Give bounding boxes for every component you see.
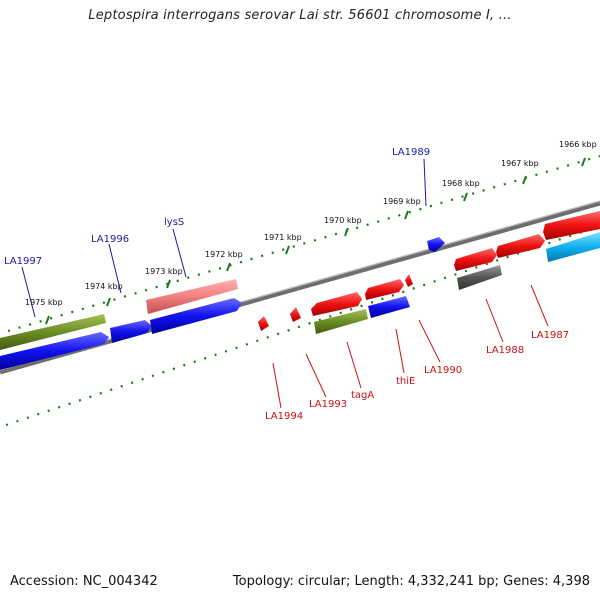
gene-blue-la1996: [110, 320, 152, 343]
gene-grey-la1988: [457, 265, 502, 290]
gene-blue-1973: [150, 298, 242, 334]
gene-red-thie: [365, 279, 404, 300]
gene-label-thie[interactable]: thiE: [396, 376, 415, 387]
scale-label-1974: 1974 kbp: [85, 282, 123, 291]
gene-blue-la1997: [0, 332, 109, 370]
gene-label-la1990[interactable]: LA1990: [424, 365, 462, 376]
scale-label-1971: 1971 kbp: [264, 233, 302, 242]
gene-red-la1994: [258, 316, 269, 331]
gene-red-la1987: [496, 234, 545, 258]
topology-info-text: Topology: circular; Length: 4,332,241 bp…: [232, 574, 590, 589]
gene-red-small-thie: [405, 274, 413, 287]
gene-red-tagA: [311, 292, 362, 316]
gene-red-right: [543, 211, 600, 240]
label-leaders: [21, 158, 549, 409]
accession-text: Accession: NC_004342: [10, 574, 158, 589]
scale-label-1970: 1970 kbp: [324, 216, 362, 225]
gene-green-left: [0, 314, 106, 350]
gene-label-la1994[interactable]: LA1994: [265, 411, 303, 422]
scale-label-1973: 1973 kbp: [145, 267, 183, 276]
gene-label-la1996[interactable]: LA1996: [91, 234, 129, 245]
gene-red-la1993: [290, 307, 301, 322]
map-title: Leptospira interrogans serovar Lai str. …: [88, 8, 512, 23]
gene-label-la1997[interactable]: LA1997: [4, 256, 42, 267]
gene-label-taga[interactable]: tagA: [351, 390, 374, 401]
gene-cyan-right: [546, 232, 600, 262]
scale-label-1972: 1972 kbp: [205, 250, 243, 259]
gene-salmon-lyss: [146, 279, 238, 314]
gene-features: [0, 211, 600, 370]
scale-label-1975: 1975 kbp: [25, 298, 63, 307]
scale-label-1967: 1967 kbp: [501, 159, 539, 168]
gene-label-lyss[interactable]: lysS: [164, 217, 184, 228]
gene-blue-la1989: [427, 237, 445, 252]
gene-green-taga: [314, 309, 368, 334]
outer-scale-ticks: [7, 154, 600, 333]
gene-label-la1993[interactable]: LA1993: [309, 399, 347, 410]
scale-label-1969: 1969 kbp: [383, 197, 421, 206]
scale-label-1966: 1966 kbp: [559, 140, 597, 149]
gene-label-la1987[interactable]: LA1987: [531, 330, 569, 341]
gene-label-la1988[interactable]: LA1988: [486, 345, 524, 356]
gene-red-la1988: [454, 248, 497, 271]
scale-label-1968: 1968 kbp: [442, 179, 480, 188]
gene-label-la1989[interactable]: LA1989: [392, 147, 430, 158]
gene-blue-la1990: [368, 296, 410, 318]
